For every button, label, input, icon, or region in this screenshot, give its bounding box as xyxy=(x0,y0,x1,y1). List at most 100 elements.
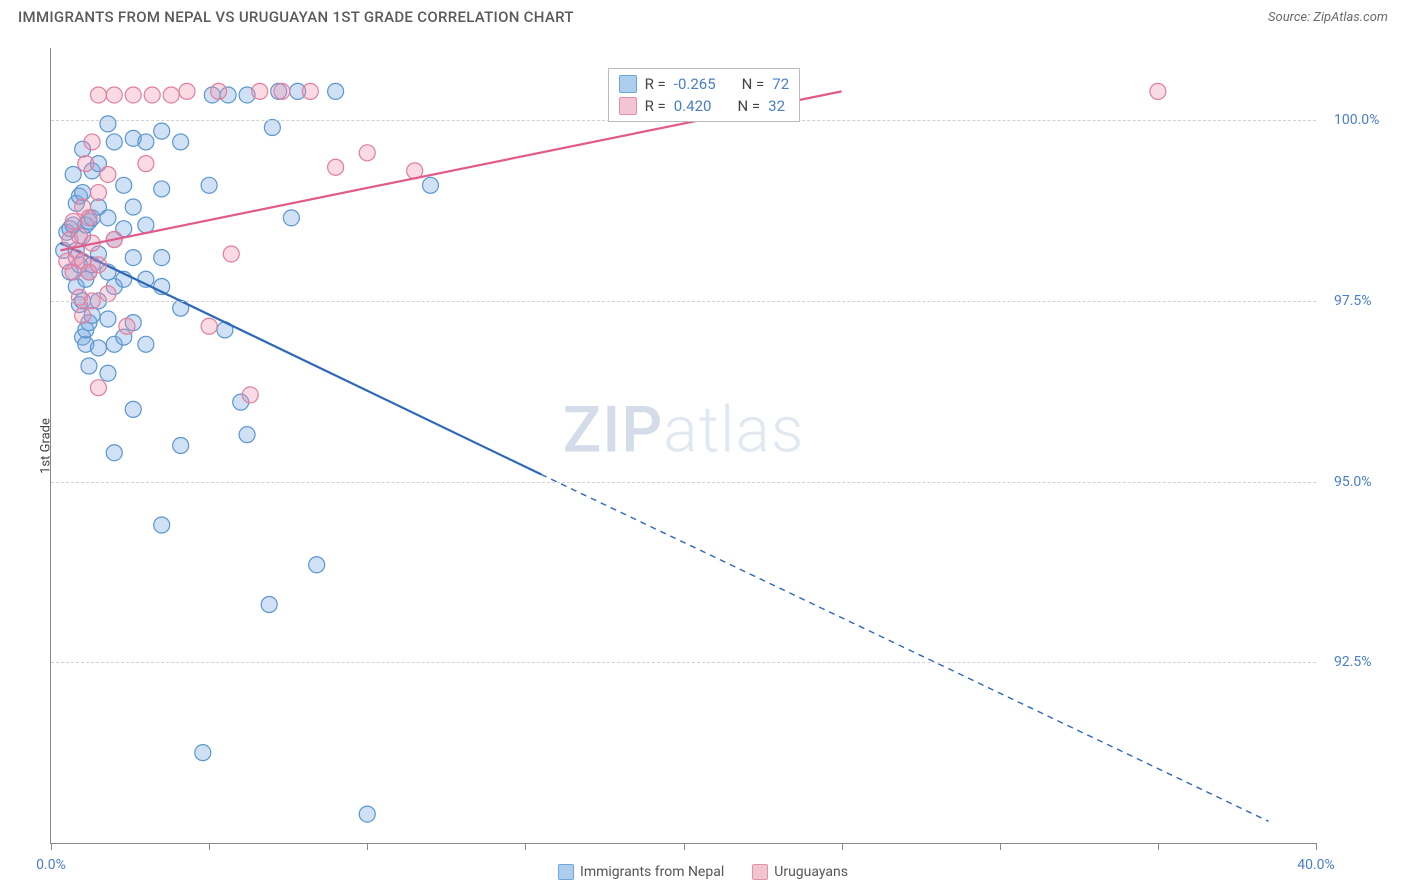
scatter-point xyxy=(65,166,81,182)
scatter-point xyxy=(179,83,195,99)
scatter-point xyxy=(154,123,170,139)
scatter-point xyxy=(100,311,116,327)
scatter-point xyxy=(264,120,280,136)
scatter-point xyxy=(138,217,154,233)
scatter-point xyxy=(252,83,268,99)
scatter-point xyxy=(100,365,116,381)
gridline-h xyxy=(51,301,1316,302)
stats-row: R =-0.265N =72 xyxy=(619,73,790,95)
scatter-point xyxy=(106,445,122,461)
scatter-point xyxy=(328,83,344,99)
scatter-point xyxy=(125,87,141,103)
scatter-point xyxy=(1150,83,1166,99)
scatter-point xyxy=(75,185,91,201)
scatter-point xyxy=(90,185,106,201)
scatter-point xyxy=(116,177,132,193)
source-label: Source: ZipAtlas.com xyxy=(1268,10,1388,25)
chart-container: ZIPatlas 92.5%95.0%97.5%100.0%0.0%40.0%R… xyxy=(50,48,1316,844)
xtick xyxy=(367,843,368,850)
plot-svg xyxy=(51,48,1316,843)
scatter-point xyxy=(302,83,318,99)
xtick xyxy=(1000,843,1001,850)
scatter-point xyxy=(125,250,141,266)
scatter-point xyxy=(359,806,375,822)
scatter-point xyxy=(125,401,141,417)
scatter-point xyxy=(163,87,179,103)
scatter-point xyxy=(90,257,106,273)
xtick xyxy=(684,843,685,850)
scatter-point xyxy=(138,134,154,150)
xtick xyxy=(1158,843,1159,850)
xtick xyxy=(842,843,843,850)
scatter-point xyxy=(65,213,81,229)
ytick-label: 97.5% xyxy=(1334,293,1372,309)
legend-bottom: Immigrants from Nepal Uruguayans xyxy=(558,864,848,880)
scatter-point xyxy=(328,159,344,175)
legend-label: Uruguayans xyxy=(774,864,848,880)
scatter-point xyxy=(90,87,106,103)
scatter-point xyxy=(100,166,116,182)
plot-area: ZIPatlas 92.5%95.0%97.5%100.0%0.0%40.0%R… xyxy=(50,48,1316,844)
stat-r-value: -0.265 xyxy=(674,75,716,93)
scatter-point xyxy=(100,210,116,226)
xtick xyxy=(51,843,52,850)
stat-r-label: R = xyxy=(645,97,666,115)
stats-swatch xyxy=(619,75,637,93)
scatter-point xyxy=(119,318,135,334)
scatter-point xyxy=(195,745,211,761)
scatter-point xyxy=(173,134,189,150)
scatter-point xyxy=(261,597,277,613)
xtick xyxy=(525,843,526,850)
scatter-point xyxy=(211,83,227,99)
scatter-point xyxy=(75,307,91,323)
scatter-point xyxy=(154,517,170,533)
scatter-point xyxy=(90,340,106,356)
scatter-point xyxy=(283,210,299,226)
ytick-label: 95.0% xyxy=(1334,474,1372,490)
scatter-point xyxy=(138,336,154,352)
stat-r-label: R = xyxy=(645,75,666,93)
scatter-point xyxy=(154,181,170,197)
legend-swatch xyxy=(558,864,574,880)
scatter-point xyxy=(125,199,141,215)
scatter-point xyxy=(239,427,255,443)
ytick-label: 92.5% xyxy=(1334,654,1372,670)
trend-line xyxy=(60,243,541,474)
legend-swatch xyxy=(752,864,768,880)
scatter-point xyxy=(242,387,258,403)
chart-title: IMMIGRANTS FROM NEPAL VS URUGUAYAN 1ST G… xyxy=(18,8,574,26)
legend-item: Uruguayans xyxy=(752,864,848,880)
stat-n-label: N = xyxy=(742,75,765,93)
scatter-point xyxy=(106,134,122,150)
scatter-point xyxy=(106,87,122,103)
scatter-point xyxy=(309,557,325,573)
scatter-point xyxy=(78,156,94,172)
scatter-point xyxy=(154,250,170,266)
scatter-point xyxy=(201,177,217,193)
scatter-point xyxy=(100,116,116,132)
stat-n-value: 32 xyxy=(768,97,785,115)
gridline-h xyxy=(51,662,1316,663)
ytick-label: 100.0% xyxy=(1334,112,1379,128)
stats-box: R =-0.265N =72R = 0.420N =32 xyxy=(608,68,801,122)
scatter-point xyxy=(84,134,100,150)
stats-swatch xyxy=(619,97,637,115)
xtick-label: 0.0% xyxy=(36,857,66,873)
scatter-point xyxy=(201,318,217,334)
scatter-point xyxy=(274,83,290,99)
scatter-point xyxy=(81,210,97,226)
gridline-h xyxy=(51,482,1316,483)
xtick-label: 40.0% xyxy=(1297,857,1335,873)
xtick xyxy=(209,843,210,850)
scatter-point xyxy=(223,246,239,262)
scatter-point xyxy=(359,145,375,161)
stats-row: R = 0.420N =32 xyxy=(619,95,790,117)
scatter-point xyxy=(173,438,189,454)
trend-line-dashed xyxy=(541,474,1268,821)
stat-r-value: 0.420 xyxy=(674,97,712,115)
scatter-point xyxy=(100,286,116,302)
scatter-point xyxy=(81,358,97,374)
legend-label: Immigrants from Nepal xyxy=(580,864,724,880)
scatter-point xyxy=(138,156,154,172)
scatter-point xyxy=(90,380,106,396)
